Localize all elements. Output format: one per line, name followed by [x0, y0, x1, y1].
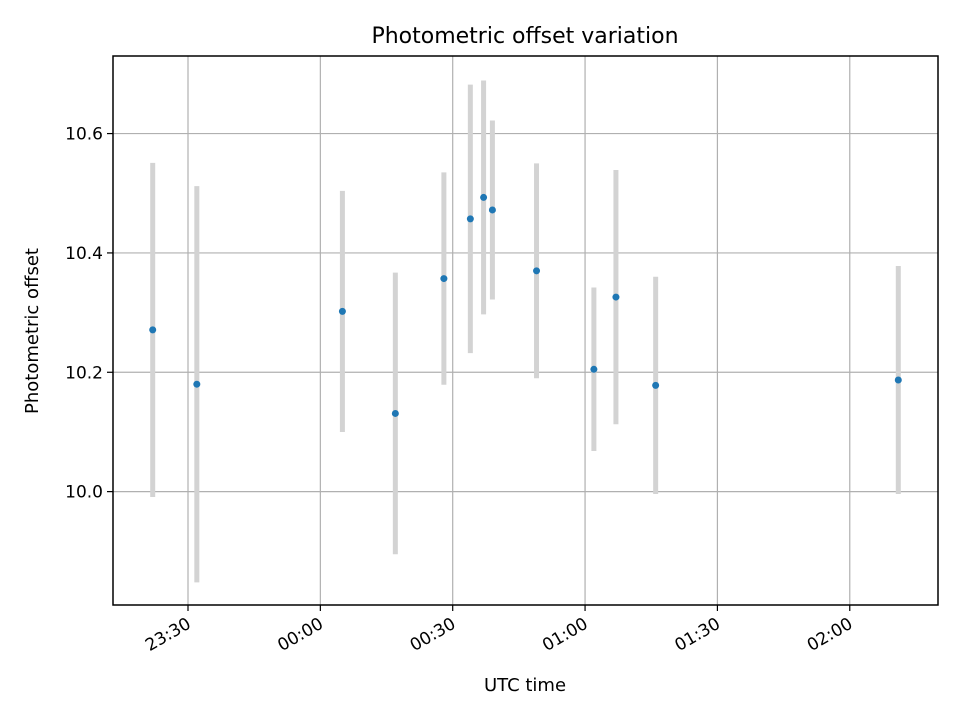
data-point [488, 206, 496, 214]
data-point [652, 381, 660, 389]
y-tick-label: 10.2 [65, 363, 103, 383]
y-tick-label: 10.4 [65, 244, 103, 264]
y-tick-label: 10.0 [65, 483, 103, 503]
data-point [149, 326, 157, 334]
y-axis: 10.0 10.2 10.4 10.6 [65, 125, 113, 503]
data-point [533, 267, 541, 275]
x-axis-label: UTC time [484, 675, 566, 696]
grid [113, 56, 938, 605]
data-point [440, 275, 448, 283]
plot-frame [112, 55, 939, 606]
data-point [338, 307, 346, 315]
data-point [480, 193, 488, 201]
data-point [612, 293, 620, 301]
chart-title: Photometric offset variation [371, 24, 678, 49]
y-axis-label: Photometric offset [22, 248, 43, 414]
data-point [391, 409, 399, 417]
data-point [590, 365, 598, 373]
data-points [149, 193, 902, 417]
data-point [894, 376, 902, 384]
data-point [466, 215, 474, 223]
data-point [193, 380, 201, 388]
y-tick-label: 10.6 [65, 125, 103, 145]
